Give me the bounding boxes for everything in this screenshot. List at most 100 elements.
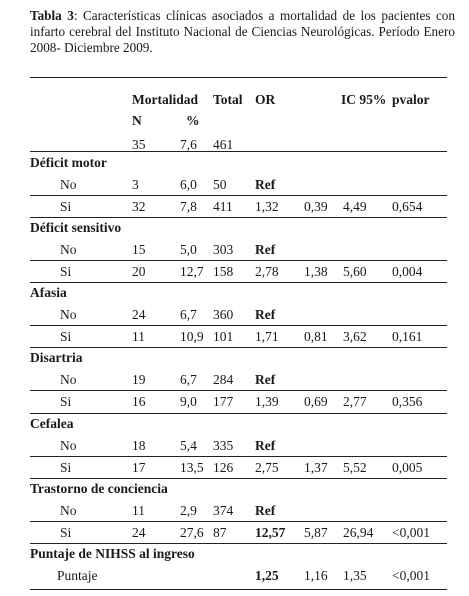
cell-total: 360 (213, 307, 234, 322)
cell-ic-low: 0,69 (304, 394, 328, 409)
cell-n: 19 (132, 372, 146, 387)
row-label: No (60, 438, 77, 453)
cell-pct: 10,9 (180, 329, 204, 344)
cell-total: 374 (213, 503, 234, 518)
cell-or: Ref (255, 242, 276, 257)
section-title: Puntaje de NIHSS al ingreso (30, 546, 195, 561)
cell-pct: 6,0 (180, 177, 197, 192)
cell-n: 11 (132, 329, 145, 344)
row-label: Si (60, 199, 72, 214)
caption-text: : Características clínicas asociados a m… (30, 8, 455, 55)
cell-n: 17 (132, 460, 146, 475)
cell-p: <0,001 (392, 525, 430, 540)
cell-total: 177 (213, 394, 234, 409)
row-rule (30, 456, 447, 457)
cell-ic-low: 1,16 (304, 568, 328, 583)
caption-label: Tabla 3 (30, 8, 74, 23)
cell-or: 1,71 (255, 329, 279, 344)
cell-total: 284 (213, 372, 234, 387)
cell-n: 16 (132, 394, 146, 409)
cell-ic-high: 3,62 (343, 329, 367, 344)
section-rule (30, 217, 447, 218)
row-rule (30, 325, 447, 326)
section-title: Cefalea (30, 416, 74, 431)
cell-n: 24 (132, 525, 146, 540)
cell-or: Ref (255, 372, 276, 387)
section-rule (30, 347, 447, 348)
section-rule (30, 478, 447, 479)
header-or: OR (255, 92, 276, 107)
row-rule (30, 521, 447, 522)
cell-pct: 12,7 (180, 264, 204, 279)
cell-or: 1,32 (255, 199, 279, 214)
row-rule (30, 195, 447, 196)
header-mortalidad: Mortalidad (132, 92, 198, 107)
cell-ic-low: 5,87 (304, 525, 328, 540)
row-label: No (60, 503, 77, 518)
cell-ic-high: 1,35 (343, 568, 367, 583)
top-rule (30, 77, 447, 78)
row-label: Si (60, 460, 72, 475)
section-title: Trastorno de conciencia (30, 481, 168, 496)
cell-or: Ref (255, 177, 276, 192)
row-label: No (60, 372, 77, 387)
cell-ic-high: 4,49 (343, 199, 367, 214)
header-pvalor: pvalor (392, 92, 430, 107)
section-title: Déficit sensitivo (30, 220, 122, 235)
cell-total: 303 (213, 242, 234, 257)
cell-or: 1,25 (255, 568, 279, 583)
cell-or: 1,39 (255, 394, 279, 409)
cell-n: 18 (132, 438, 146, 453)
header-total: Total (213, 92, 243, 107)
cell-pct: 9,0 (180, 394, 197, 409)
cell-or: Ref (255, 438, 276, 453)
row-label: Si (60, 329, 72, 344)
cell-n: 15 (132, 242, 146, 257)
cell-p: 0,654 (392, 199, 423, 214)
section-rule (30, 543, 447, 544)
cell-ic-high: 5,52 (343, 460, 367, 475)
cell-total: 158 (213, 264, 234, 279)
totals-n: 35 (132, 137, 146, 152)
cell-p: <0,001 (392, 568, 430, 583)
cell-total: 50 (213, 177, 227, 192)
cell-n: 32 (132, 199, 146, 214)
row-rule (30, 260, 447, 261)
row-label: No (60, 307, 77, 322)
cell-pct: 6,7 (180, 307, 197, 322)
cell-pct: 27,6 (180, 525, 204, 540)
bottom-rule (30, 589, 447, 590)
section-rule (30, 282, 447, 283)
cell-ic-low: 0,39 (304, 199, 328, 214)
cell-total: 411 (213, 199, 233, 214)
section-title: Disartria (30, 350, 83, 365)
cell-or: 12,57 (255, 525, 286, 540)
row-label: No (60, 177, 77, 192)
totals-total: 461 (213, 137, 234, 152)
cell-pct: 5,0 (180, 242, 197, 257)
cell-ic-low: 0,81 (304, 329, 328, 344)
rule-totals (30, 151, 447, 152)
cell-or: Ref (255, 307, 276, 322)
section-title: Afasia (30, 285, 67, 300)
cell-n: 11 (132, 503, 145, 518)
header-n: N (132, 113, 142, 128)
cell-n: 20 (132, 264, 146, 279)
row-label: Si (60, 525, 72, 540)
cell-n: 3 (132, 177, 139, 192)
cell-ic-low: 1,38 (304, 264, 328, 279)
cell-total: 335 (213, 438, 234, 453)
cell-p: 0,005 (392, 460, 423, 475)
cell-or: Ref (255, 503, 276, 518)
cell-pct: 13,5 (180, 460, 204, 475)
cell-total: 87 (213, 525, 227, 540)
cell-total: 126 (213, 460, 234, 475)
row-label: Si (60, 394, 72, 409)
section-title: Déficit motor (30, 155, 107, 170)
cell-or: 2,75 (255, 460, 279, 475)
cell-pct: 6,7 (180, 372, 197, 387)
header-pct: % (186, 113, 200, 128)
row-label: Puntaje (57, 568, 98, 583)
cell-pct: 7,8 (180, 199, 197, 214)
